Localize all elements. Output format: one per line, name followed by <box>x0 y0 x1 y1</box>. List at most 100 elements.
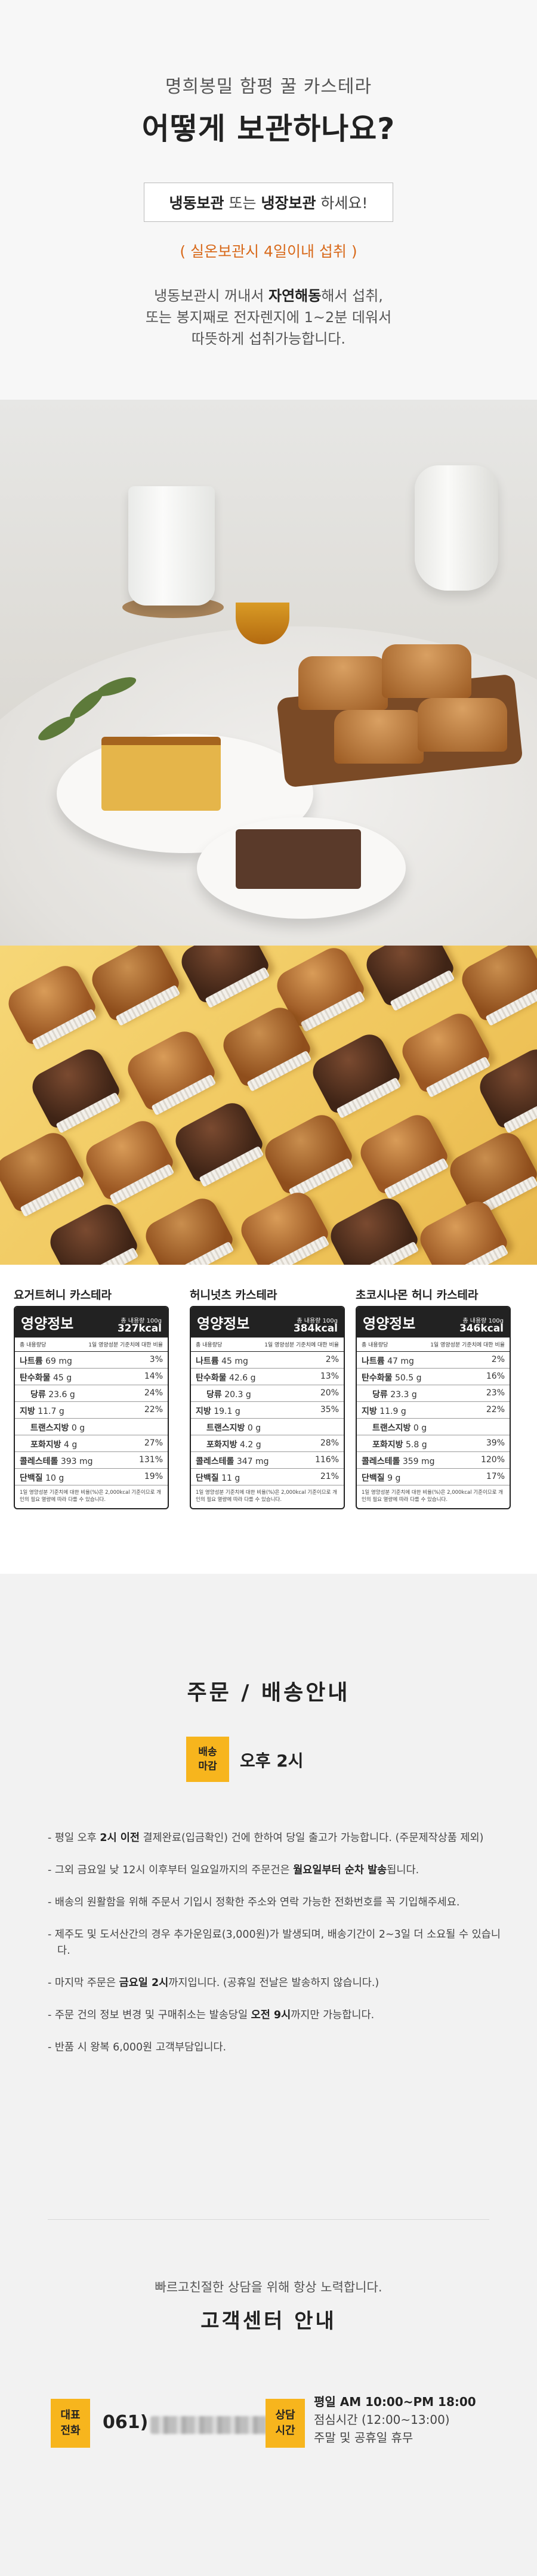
castella-grid-photo <box>0 946 537 1265</box>
nutrition-total: 총 내용량 100g 346kcal <box>459 1317 504 1334</box>
nutrient-percent: 13% <box>320 1372 339 1381</box>
castella-cake <box>445 1128 537 1214</box>
nutrient-percent: 3% <box>149 1355 163 1364</box>
nutrient-amount: 393 mg <box>60 1457 93 1466</box>
nutrient: 트랜스지방 0 g <box>30 1422 85 1433</box>
hours-lunch: 점심시간 (12:00~13:00) <box>314 2413 450 2427</box>
nutrient: 지방 11.7 g <box>20 1405 64 1416</box>
castella-cake <box>307 1029 403 1116</box>
milk-jug <box>415 465 498 591</box>
nutrition-row: 단백질 10 g 19% <box>15 1469 168 1485</box>
nutrition-column: 초코시나몬 허니 카스테라 영양정보 총 내용량 100g 346kcal 총 … <box>356 1286 511 1509</box>
nutrient: 나트륨 45 mg <box>196 1355 248 1366</box>
phone-number: 061) <box>103 2412 149 2433</box>
hours-closed: 주말 및 공휴일 휴무 <box>314 2430 413 2445</box>
castella-loaf <box>334 710 424 764</box>
nutrient-label: 트랜스지방 <box>30 1423 69 1433</box>
nutrient: 나트륨 47 mg <box>362 1355 414 1366</box>
nutrition-footnote: 1일 영양성분 기준치에 대한 비율(%)은 2,000kcal 기준이므로 개… <box>362 1490 503 1503</box>
nutrient-percent: 39% <box>486 1438 505 1448</box>
nutrient-percent: 17% <box>486 1472 505 1481</box>
castella-cake <box>87 946 182 1023</box>
nutrient-label: 포화지방 <box>372 1440 403 1450</box>
nutrition-row: 탄수화물 50.5 g 16% <box>357 1369 510 1385</box>
nutrient-percent: 22% <box>486 1405 505 1414</box>
castella-cake <box>325 1193 421 1265</box>
note-text: - 주문 건의 정보 변경 및 구매취소는 발송당일 <box>48 2009 251 2021</box>
hours-badge-line: 상담 <box>275 2409 295 2421</box>
nutrient: 탄수화물 42.6 g <box>196 1372 256 1383</box>
nutrient-label: 트랜스지방 <box>372 1423 411 1433</box>
note-text: - 평일 오후 <box>48 1832 100 1844</box>
nutrient: 단백질 11 g <box>196 1472 240 1483</box>
castella-cake <box>170 1098 266 1184</box>
nutrient-label: 나트륨 <box>196 1357 219 1366</box>
storage-description: 냉동보관시 꺼내서 자연해동해서 섭취, 또는 봉지째로 전자렌지에 1~2분 … <box>0 285 537 350</box>
nutrient-percent: 120% <box>480 1455 505 1465</box>
nutrition-title: 영양정보 <box>21 1315 74 1332</box>
nutrition-row: 콜레스테롤 359 mg 120% <box>357 1452 510 1469</box>
nutrient-amount: 5.8 g <box>405 1440 427 1450</box>
nutrient-amount: 45 mg <box>221 1357 248 1366</box>
nutrient-amount: 11.9 g <box>379 1407 406 1416</box>
nutrient-label: 탄수화물 <box>362 1373 393 1383</box>
nutrition-row: 당류 20.3 g 20% <box>191 1385 344 1402</box>
nutrient-percent: 35% <box>320 1405 339 1414</box>
castella-cake <box>176 946 271 1005</box>
nutrition-row: 나트륨 47 mg 2% <box>357 1352 510 1369</box>
storage-title: 어떻게 보관하나요? <box>141 112 396 146</box>
castella-cake <box>260 1110 355 1196</box>
hours-badge: 상담 시간 <box>266 2399 305 2448</box>
nutrient-percent: 14% <box>144 1372 163 1381</box>
nutrient-label: 당류 <box>30 1390 46 1400</box>
castella-loaf <box>298 656 388 710</box>
nutrient-percent: 27% <box>144 1438 163 1448</box>
subhead-left: 총 내용량당 <box>20 1342 47 1348</box>
nutrient-amount: 47 mg <box>387 1357 414 1366</box>
nutrition-row: 트랜스지방 0 g <box>357 1419 510 1435</box>
nutrition-box: 영양정보 총 내용량 100g 346kcal 총 내용량당 1일 영양성분 기… <box>356 1306 511 1509</box>
note-text: - 제주도 및 도서산간의 경우 추가운임료(3,000원)가 발생되며, 배송… <box>48 1929 501 1957</box>
nutrient-amount: 359 mg <box>402 1457 435 1466</box>
nutrition-total: 총 내용량 100g 384kcal <box>294 1317 338 1334</box>
milk-glass <box>128 486 215 606</box>
castella-cake <box>456 946 537 1023</box>
nutrient-amount: 0 g <box>413 1423 427 1433</box>
nutrient: 지방 19.1 g <box>196 1405 240 1416</box>
nutrition-row: 나트륨 45 mg 2% <box>191 1352 344 1369</box>
nutrition-subhead: 총 내용량당 1일 영양성분 기준치에 대한 비율 <box>357 1338 510 1352</box>
nutrient-label: 탄수화물 <box>196 1373 227 1383</box>
note-emphasis: 2시 이전 <box>100 1832 140 1844</box>
delivery-note: - 주문 건의 정보 변경 및 구매취소는 발송당일 오전 9시까지만 가능합니… <box>48 2007 501 2024</box>
product-name: 요거트허니 카스테라 <box>14 1289 112 1302</box>
nutrient-label: 포화지방 <box>30 1440 61 1450</box>
castella-cake <box>45 1199 140 1265</box>
nutrition-header: 영양정보 총 내용량 100g 327kcal <box>15 1307 168 1338</box>
nutrient: 단백질 9 g <box>362 1472 400 1483</box>
nutrient-amount: 23.3 g <box>390 1390 417 1400</box>
storage-method-box: 냉동보관 또는 냉장보관 하세요! <box>143 183 394 222</box>
choco-castella-slice <box>236 829 361 889</box>
nutrition-row: 트랜스지방 0 g <box>15 1419 168 1435</box>
deadline-time: 오후 2시 <box>240 1751 304 1771</box>
note-text: 까지입니다. (공휴일 전날은 발송하지 않습니다.) <box>168 1977 379 1989</box>
phone-badge-line: 대표 <box>60 2409 81 2421</box>
castella-cake <box>81 1116 176 1202</box>
nutrient-amount: 4 g <box>63 1440 78 1450</box>
nutrient-percent: 24% <box>144 1388 163 1398</box>
nutrient-amount: 0 g <box>247 1423 261 1433</box>
nutrition-row: 포화지방 4 g 27% <box>15 1435 168 1452</box>
or-text: 또는 <box>224 194 261 212</box>
nutrient-percent: 2% <box>325 1355 339 1364</box>
nutrition-row: 단백질 11 g 21% <box>191 1469 344 1485</box>
castella-loaf <box>382 644 471 698</box>
nutrition-row: 포화지방 5.8 g 39% <box>357 1435 510 1452</box>
nutrient-label: 단백질 <box>196 1474 219 1483</box>
deadline-badge-line: 마감 <box>198 1760 217 1772</box>
nutrient-label: 지방 <box>362 1407 377 1416</box>
nutrient-label: 단백질 <box>362 1474 385 1483</box>
nutrition-row: 나트륨 69 mg 3% <box>15 1352 168 1369</box>
nutrition-row: 지방 11.9 g 22% <box>357 1402 510 1419</box>
delivery-note: - 평일 오후 2시 이전 결제완료(입금확인) 건에 한하여 당일 출고가 가… <box>48 1830 501 1846</box>
